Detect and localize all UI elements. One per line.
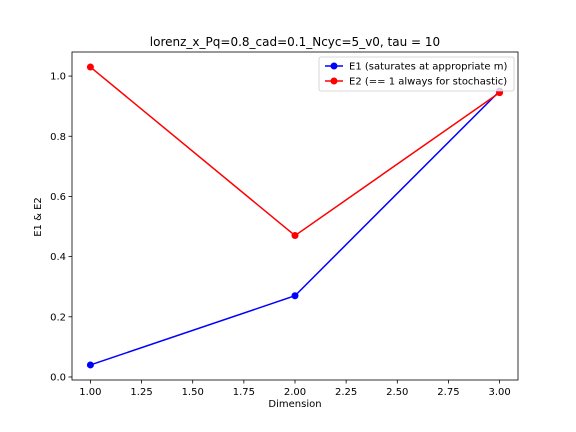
plot-area: 1.00 1.25 1.50 1.75 2.00 2.25 2.50 2.75 3.00 0.0 0… [50,51,519,398]
legend-marker-2 [330,77,338,85]
x-tick-label: 1.50 [182,387,204,398]
y-tick-label: 0.2 [50,312,66,323]
y-tick-label: 1.0 [50,72,66,83]
x-tick-label: 3.00 [488,387,510,398]
series-2-point [291,232,299,240]
y-tick-label: 0.6 [50,192,66,203]
y-tick-label: 0.0 [50,372,66,383]
series-1-point [291,292,299,300]
x-axis-label: Dimension [268,399,321,410]
y-tick-label: 0.8 [50,132,66,143]
chart-title: lorenz_x_Pq=0.8_cad=0.1_Ncyc=5_v0, tau =… [150,35,440,49]
x-tick-label: 1.25 [130,387,152,398]
series-2-point [86,63,94,71]
y-axis-label: E1 & E2 [33,197,44,237]
x-tick-label: 2.25 [335,387,357,398]
legend-label-2: E2 (== 1 always for stochastic) [349,77,507,88]
x-tick-label: 2.00 [284,387,306,398]
x-tick-label: 2.50 [386,387,408,398]
legend: E1 (saturates at appropriate m) E2 (== 1 … [318,56,515,92]
y-tick-label: 0.4 [50,252,66,263]
x-tick-label: 2.75 [437,387,459,398]
x-tick-label: 1.00 [79,387,101,398]
series-1-point [86,361,94,369]
x-tick-label: 1.75 [233,387,255,398]
legend-label-1: E1 (saturates at appropriate m) [349,62,507,73]
legend-box [318,56,515,92]
legend-marker-1 [330,62,338,70]
